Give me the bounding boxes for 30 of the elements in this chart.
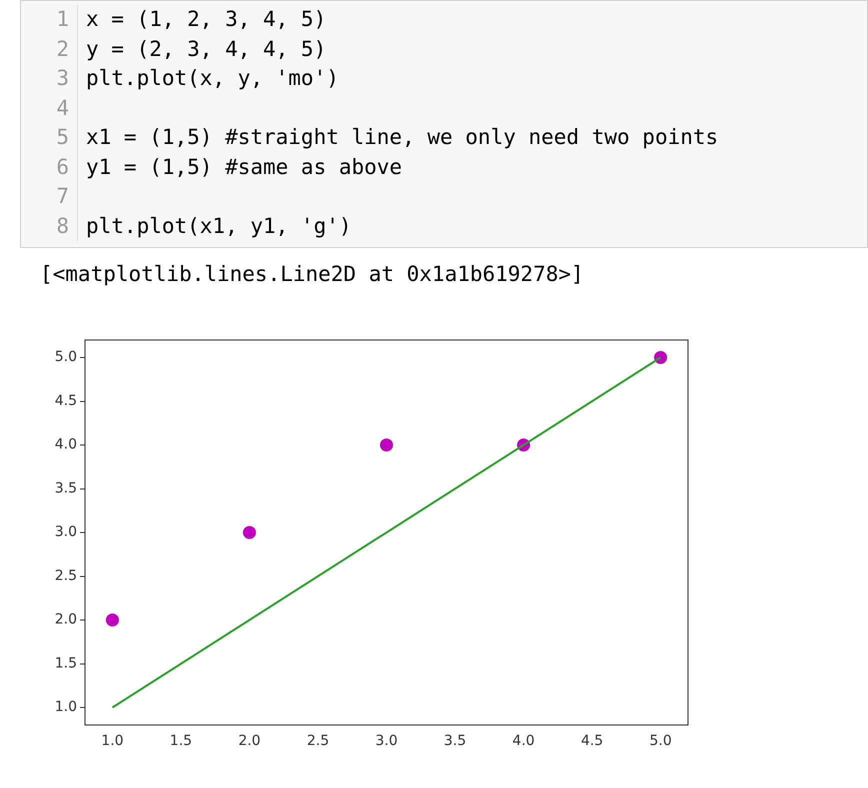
- x-tick-label: 4.0: [512, 733, 535, 750]
- point: [242, 526, 256, 539]
- y-tick-label: 2.5: [54, 568, 77, 584]
- text: 6 y1 = (1,5) #same as above: [55, 154, 402, 180]
- y-tick-label: 5.0: [54, 349, 77, 366]
- x-tick-label: 3.5: [444, 733, 466, 750]
- y-tick-label: 1.0: [54, 699, 77, 716]
- x-tick-label: 3.0: [375, 733, 398, 750]
- x-tick-label: 5.0: [649, 733, 672, 750]
- text: 2 y = (2, 3, 4, 4, 5): [55, 36, 326, 62]
- x-tick-label: 4.5: [580, 733, 604, 750]
- text: 4: [21, 94, 78, 123]
- y-tick-label: 4.0: [54, 436, 77, 453]
- y-tick-label: 3.0: [54, 524, 77, 540]
- point: [106, 614, 119, 626]
- y-tick-label: 3.5: [54, 480, 77, 496]
- x-tick-label: 2.0: [238, 733, 261, 750]
- text: 5 x1 = (1,5) #straight line, we only need two points: [55, 124, 718, 151]
- text: 7: [21, 182, 78, 212]
- y-tick-label: 2.0: [54, 612, 77, 628]
- text: 1 x = (1, 2, 3, 4, 5): [55, 6, 326, 33]
- y-tick-label: 1.5: [54, 655, 77, 672]
- text: 8 plt.plot(x1, y1, 'g'): [55, 212, 352, 240]
- text: 3 plt.plot(x, y, 'mo'): [55, 65, 339, 92]
- y-tick-label: 4.5: [54, 392, 77, 409]
- x-tick-label: 1.0: [101, 733, 124, 750]
- text: [<matplotlib.lines.Line2D at 0x1a1b619278>]: [40, 262, 584, 286]
- x-tick-label: 2.5: [306, 733, 330, 750]
- x-tick-label: 1.5: [170, 733, 192, 750]
- point: [380, 438, 393, 452]
